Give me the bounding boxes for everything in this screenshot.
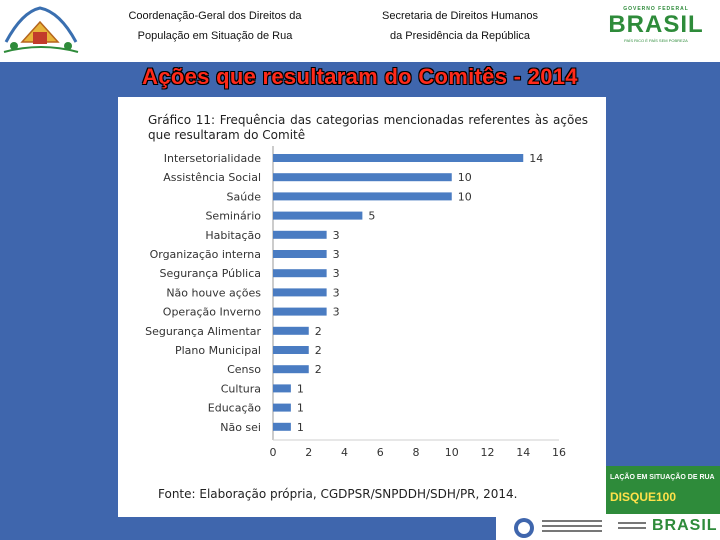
x-tick-label: 4 <box>341 446 348 459</box>
x-tick-label: 12 <box>481 446 495 459</box>
data-label: 3 <box>333 229 340 242</box>
category-label: Segurança Pública <box>159 267 261 280</box>
x-tick-label: 6 <box>377 446 384 459</box>
category-label: Habitação <box>205 229 261 242</box>
footer-text-lines <box>542 520 602 532</box>
data-label: 1 <box>297 421 304 434</box>
data-label: 14 <box>529 152 543 165</box>
brasil-logo-bottom: PAÍS RICO É PAÍS SEM POBREZA <box>624 38 688 43</box>
category-label: Segurança Alimentar <box>145 325 261 338</box>
category-label: Organização interna <box>150 248 261 261</box>
data-label: 2 <box>315 325 322 338</box>
data-label: 10 <box>458 190 472 203</box>
bar <box>273 288 327 297</box>
bar <box>273 269 327 278</box>
x-tick-label: 0 <box>270 446 277 459</box>
category-label: Saúde <box>227 190 262 203</box>
x-tick-label: 16 <box>552 446 566 459</box>
bar <box>273 403 291 412</box>
x-tick-label: 10 <box>445 446 459 459</box>
data-label: 2 <box>315 363 322 376</box>
chart-panel: Gráfico 11: Frequência das categorias me… <box>118 97 606 517</box>
data-label: 3 <box>333 306 340 319</box>
slide-title: Ações que resultaram do Comitês - 2014 <box>142 64 578 89</box>
category-label: Operação Inverno <box>163 306 261 319</box>
category-label: Plano Municipal <box>175 344 261 357</box>
bar <box>273 384 291 393</box>
header-left-line2: População em Situação de Rua <box>137 30 293 42</box>
x-tick-label: 2 <box>305 446 312 459</box>
header-bar: Coordenação-Geral dos Direitos da Popula… <box>0 0 720 62</box>
bar <box>273 173 452 182</box>
footer-logos: BRASIL <box>496 514 720 540</box>
header-right-line2: da Presidência da República <box>389 30 531 42</box>
category-label: Intersetorialidade <box>164 152 261 165</box>
brasil-logo: GOVERNO FEDERAL BRASIL PAÍS RICO É PAÍS … <box>606 6 706 46</box>
category-label: Não sei <box>220 421 261 434</box>
header-left-line1: Coordenação-Geral dos Direitos da <box>128 10 302 22</box>
bar <box>273 192 452 201</box>
x-tick-label: 14 <box>516 446 530 459</box>
bar <box>273 365 309 374</box>
bar <box>273 307 327 316</box>
promo-line2: DISQUE100 <box>610 490 677 504</box>
bar <box>273 154 524 162</box>
category-label: Não houve ações <box>166 286 261 299</box>
bar <box>273 250 327 258</box>
footer-secretaria-lines <box>618 522 646 532</box>
data-label: 2 <box>315 344 322 357</box>
disque100-banner[interactable]: LAÇÃO EM SITUAÇÃO DE RUA DISQUE100 <box>606 466 720 514</box>
brasil-logo-main: BRASIL <box>608 11 704 38</box>
bar <box>273 230 327 239</box>
bar <box>273 346 309 354</box>
data-label: 1 <box>297 382 304 395</box>
data-label: 3 <box>333 267 340 280</box>
category-label: Educação <box>208 402 261 415</box>
brasil-logo-top: GOVERNO FEDERAL <box>623 6 689 12</box>
category-label: Assistência Social <box>163 171 261 184</box>
bar <box>273 326 309 335</box>
data-label: 3 <box>333 286 340 299</box>
footer-seal-icon <box>514 518 534 538</box>
category-label: Cultura <box>221 382 261 395</box>
data-label: 1 <box>297 402 304 415</box>
footer-brasil-logo: BRASIL <box>652 517 718 534</box>
data-label: 5 <box>368 210 375 223</box>
x-tick-label: 8 <box>413 446 420 459</box>
header-right-line1: Secretaria de Direitos Humanos <box>382 10 538 22</box>
data-label: 10 <box>458 171 472 184</box>
chart-source: Fonte: Elaboração própria, CGDPSR/SNPDDH… <box>158 487 518 501</box>
committee-logo-icon <box>3 6 79 53</box>
category-label: Censo <box>227 363 261 376</box>
bar <box>273 211 363 220</box>
data-label: 3 <box>333 248 340 261</box>
category-label: Seminário <box>205 210 261 223</box>
promo-line1: LAÇÃO EM SITUAÇÃO DE RUA <box>610 474 715 481</box>
chart-title: Gráfico 11: Frequência das categorias me… <box>148 113 588 142</box>
bar <box>273 422 291 431</box>
